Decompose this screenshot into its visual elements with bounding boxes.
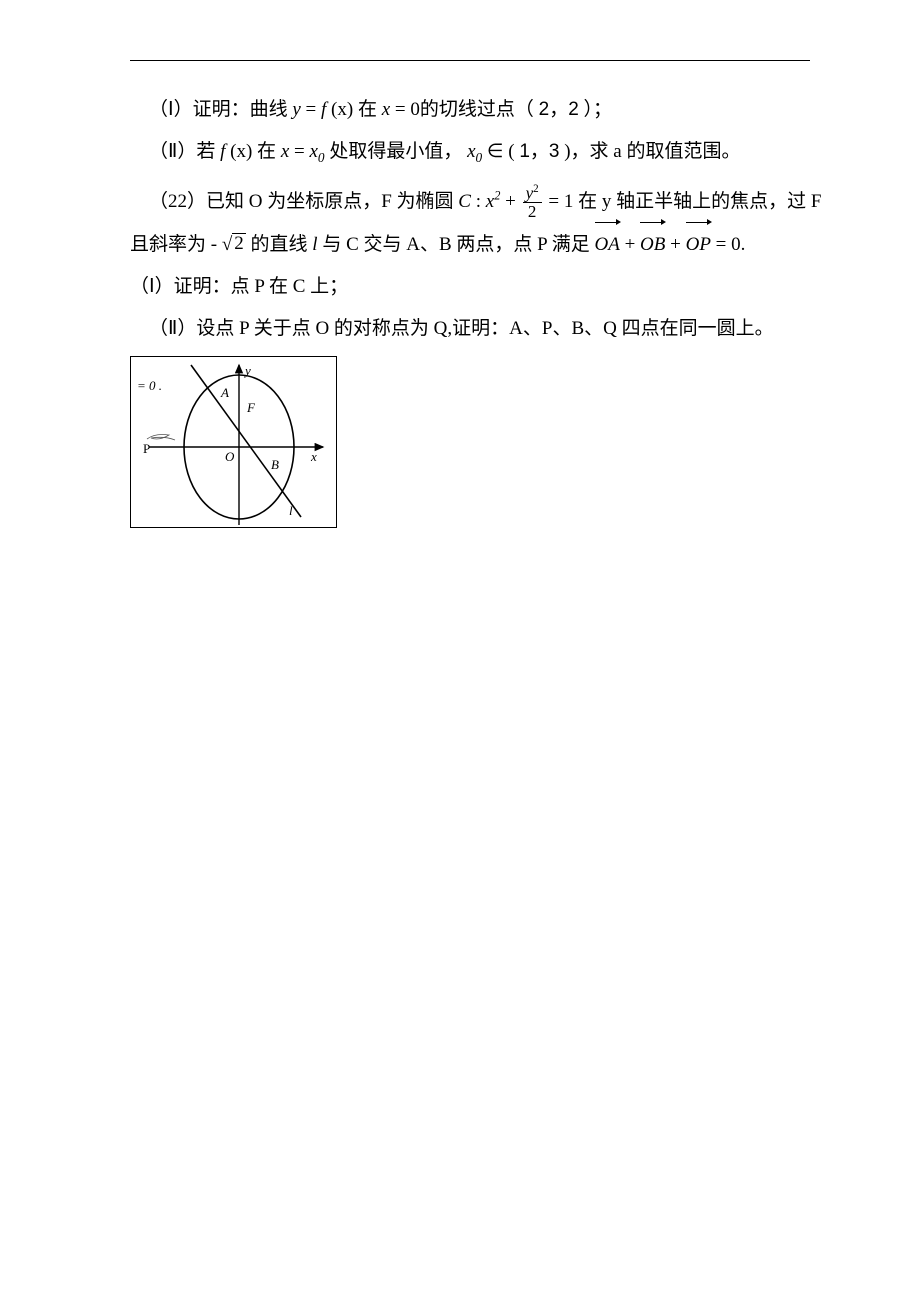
scribble-mark bbox=[147, 434, 175, 440]
vector-OA: OA bbox=[595, 222, 620, 266]
p2-x0b-sub: 0 bbox=[476, 150, 483, 165]
p3-frac-num: y2 bbox=[523, 184, 542, 204]
vector-OP: OP bbox=[686, 222, 711, 266]
label-B: B bbox=[271, 457, 279, 472]
label-l: l bbox=[289, 503, 293, 518]
p3-fraction: y2 2 bbox=[523, 184, 542, 221]
p2-f: f bbox=[220, 141, 225, 162]
label-P: P bbox=[143, 441, 150, 456]
p1-fx: (x) bbox=[331, 99, 353, 120]
p2-x0: x0 bbox=[309, 141, 324, 162]
p1-eq2: = 0的切线过点（ bbox=[395, 99, 534, 120]
p3-colon: : bbox=[476, 191, 486, 212]
p1-eq1: = bbox=[306, 99, 321, 120]
p3-num-y: y bbox=[526, 183, 534, 202]
horizontal-rule bbox=[130, 60, 810, 61]
p3-eq1: = 1 bbox=[548, 191, 573, 212]
p1-at: 在 bbox=[358, 99, 377, 120]
label-F: F bbox=[246, 400, 256, 415]
radicand: 2 bbox=[232, 233, 246, 253]
p2-in: ∈ ( bbox=[487, 141, 515, 162]
p3-x: x2 bbox=[486, 191, 501, 212]
label-A: A bbox=[220, 385, 229, 400]
p4-plus2: + bbox=[670, 234, 685, 255]
label-x: x bbox=[310, 449, 317, 464]
p1-x2: x bbox=[382, 99, 390, 120]
figure-svg: = 0 . y A F O B x l P bbox=[131, 357, 336, 527]
paragraph-3: （22）已知 O 为坐标原点，F 为椭圆 C : x2 + y2 2 = 1 在… bbox=[130, 181, 810, 223]
paragraph-1: （Ⅰ）证明：曲线 y = f (x) 在 x = 0的切线过点（ 2，2 ）； bbox=[130, 89, 810, 131]
paragraph-2: （Ⅱ）若 f (x) 在 x = x0 处取得最小值， x0 ∈ ( 1，3 )… bbox=[130, 131, 810, 173]
p2-prefix: （Ⅱ）若 bbox=[149, 141, 220, 162]
p3-frac-den: 2 bbox=[523, 203, 542, 221]
p1-y: y bbox=[292, 99, 300, 120]
p3-plus: + bbox=[505, 191, 520, 212]
sqrt-2: √2 bbox=[222, 224, 246, 266]
radical-sign: √ bbox=[222, 234, 232, 255]
p2-x0b-base: x bbox=[467, 141, 475, 162]
p1-point: 2，2 bbox=[539, 99, 579, 120]
paragraph-6: （Ⅱ）设点 P 关于点 O 的对称点为 Q,证明：A、P、B、Q 四点在同一圆上… bbox=[130, 308, 810, 350]
p2-fx: (x) bbox=[230, 141, 252, 162]
p3-num-sup: 2 bbox=[533, 183, 539, 195]
p1-suffix: ）； bbox=[584, 99, 613, 120]
p4-mid2: 与 C 交与 A、B 两点，点 P 满足 bbox=[322, 234, 594, 255]
paragraph-4: 且斜率为 - √2 的直线 l 与 C 交与 A、B 两点，点 P 满足 OA … bbox=[130, 222, 810, 266]
p1-prefix: （Ⅰ）证明：曲线 bbox=[149, 99, 292, 120]
p4-l: l bbox=[312, 234, 317, 255]
figure-ellipse-diagram: = 0 . y A F O B x l P bbox=[130, 356, 337, 528]
p1-f: f bbox=[321, 99, 326, 120]
p2-x0-sub: 0 bbox=[318, 150, 325, 165]
p2-x0-base: x bbox=[309, 141, 317, 162]
p4-eq0: = 0. bbox=[716, 234, 746, 255]
p3-prefix: （22）已知 O 为坐标原点，F 为椭圆 bbox=[149, 191, 454, 212]
p2-x: x bbox=[281, 141, 289, 162]
p2-x0b: x0 bbox=[467, 141, 482, 162]
p2-after: )，求 a 的取值范围。 bbox=[564, 141, 740, 162]
p2-mid: 处取得最小值， bbox=[329, 141, 462, 162]
label-y: y bbox=[243, 363, 251, 378]
label-eq0: = 0 . bbox=[137, 378, 162, 393]
p4-mid: 的直线 bbox=[251, 234, 313, 255]
p3-x-base: x bbox=[486, 191, 494, 212]
paragraph-5: （Ⅰ）证明：点 P 在 C 上； bbox=[130, 266, 810, 308]
p3-tail: 在 y 轴正半轴上的焦点，过 F bbox=[578, 191, 821, 212]
p3-C: C bbox=[458, 191, 471, 212]
label-O: O bbox=[225, 449, 235, 464]
line-l bbox=[191, 365, 301, 517]
p2-at: 在 bbox=[257, 141, 276, 162]
p4-plus1: + bbox=[625, 234, 640, 255]
vector-OB: OB bbox=[640, 222, 665, 266]
p3-x-sup: 2 bbox=[494, 188, 500, 202]
p2-range: 1，3 bbox=[519, 141, 559, 162]
p4-prefix: 且斜率为 - bbox=[130, 234, 217, 255]
p2-eq: = bbox=[294, 141, 309, 162]
